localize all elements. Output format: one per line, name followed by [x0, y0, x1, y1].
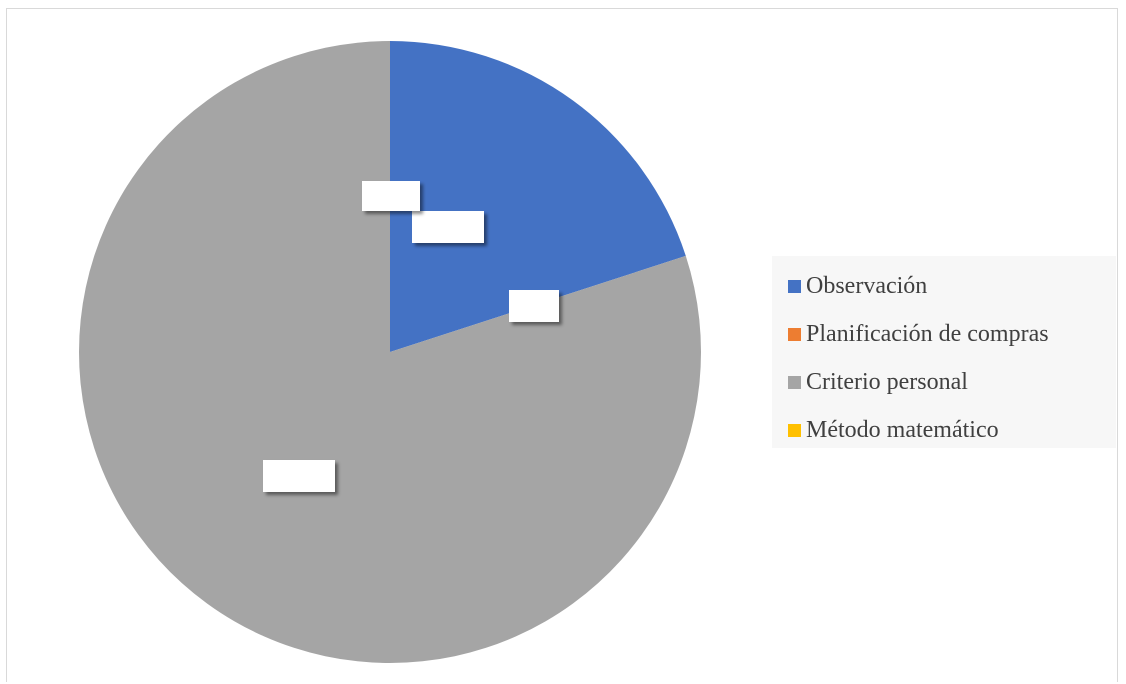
legend-label: Observación [806, 272, 928, 299]
legend-item-criterio: Criterio personal [772, 358, 1116, 406]
legend-label: Planificación de compras [806, 320, 1049, 347]
data-label-box [509, 290, 559, 322]
legend-item-planificacion: Planificación de compras [772, 310, 1116, 358]
legend-label: Método matemático [806, 416, 999, 443]
pie-slice-0 [390, 41, 686, 352]
data-label-2 [263, 460, 335, 492]
data-label-0 [412, 211, 484, 243]
data-label-box [412, 211, 484, 243]
data-label-box [362, 181, 420, 211]
legend: Observación Planificación de compras Cri… [772, 256, 1116, 448]
data-label-3 [509, 290, 559, 322]
data-label-box [263, 460, 335, 492]
pie-slice-2 [78, 41, 701, 664]
legend-swatch [788, 327, 801, 341]
legend-item-observacion: Observación [772, 262, 1116, 310]
legend-item-metodo: Método matemático [772, 406, 1116, 454]
legend-label: Criterio personal [806, 368, 968, 395]
data-label-1 [362, 181, 420, 211]
legend-swatch [788, 279, 801, 293]
legend-swatch [788, 423, 801, 437]
legend-swatch [788, 375, 801, 389]
